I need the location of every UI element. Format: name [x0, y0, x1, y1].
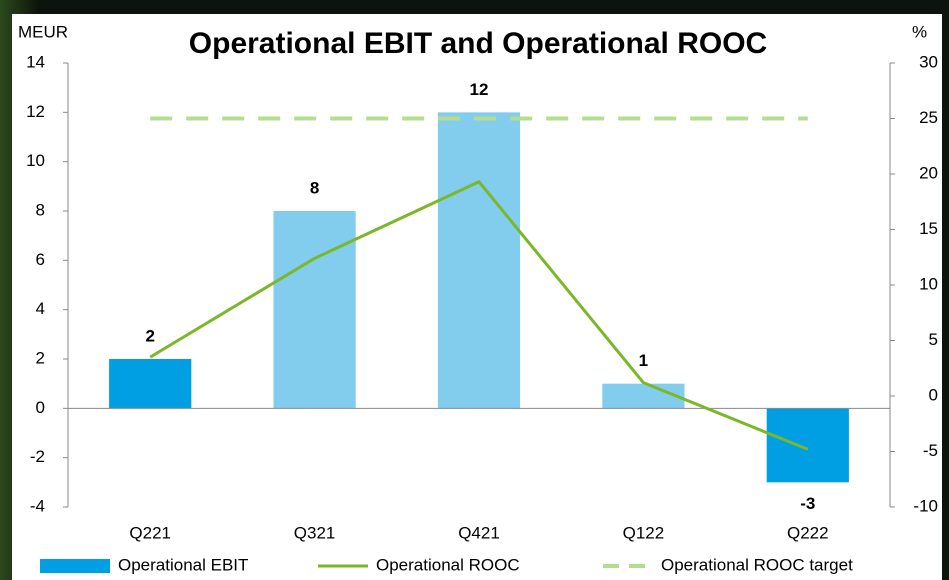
y2-tick-label: 25 [919, 108, 938, 127]
x-tick-label: Q321 [294, 523, 336, 542]
x-tick-label: Q221 [129, 523, 171, 542]
y-axis-label: MEUR [18, 22, 68, 41]
chart: Operational EBIT and Operational ROOC ME… [0, 0, 949, 580]
data-label: -3 [800, 494, 815, 513]
y2-tick-label: 5 [929, 330, 938, 349]
x-tick-label: Q222 [787, 523, 829, 542]
y2-tick-label: 10 [919, 274, 938, 293]
y-tick-label: -4 [30, 496, 45, 515]
y2-tick-label: 20 [919, 163, 938, 182]
bar [767, 408, 849, 482]
y2-axis-label: % [912, 22, 927, 41]
chart-title: Operational EBIT and Operational ROOC [189, 27, 767, 60]
x-tick-label: Q122 [623, 523, 665, 542]
legend-label: Operational EBIT [118, 555, 248, 574]
data-label: 2 [145, 326, 154, 345]
y2-tick-label: 15 [919, 219, 938, 238]
bar [274, 211, 356, 408]
y2-tick-label: -10 [913, 496, 938, 515]
legend-label: Operational ROOC target [661, 555, 853, 574]
page: {"chart_data": {"type": "bar", "title": … [0, 0, 949, 580]
data-label: 12 [470, 80, 489, 99]
y-tick-label: -2 [30, 447, 45, 466]
legend-swatch [40, 559, 110, 573]
x-tick-label: Q421 [458, 523, 500, 542]
y2-tick-label: 30 [919, 52, 938, 71]
data-label: 1 [639, 351, 648, 370]
y-tick-label: 14 [26, 52, 45, 71]
bar [109, 359, 191, 408]
y-tick-label: 2 [36, 348, 45, 367]
y-tick-label: 0 [36, 398, 45, 417]
y-tick-label: 12 [26, 102, 45, 121]
y-tick-label: 4 [36, 299, 45, 318]
legend-label: Operational ROOC [376, 555, 520, 574]
y2-tick-label: 0 [929, 385, 938, 404]
bar [438, 112, 520, 408]
y-tick-label: 10 [26, 151, 45, 170]
y-tick-label: 6 [36, 250, 45, 269]
y2-tick-label: -5 [923, 441, 938, 460]
y-tick-label: 8 [36, 200, 45, 219]
bar [602, 384, 684, 409]
data-label: 8 [310, 178, 319, 197]
